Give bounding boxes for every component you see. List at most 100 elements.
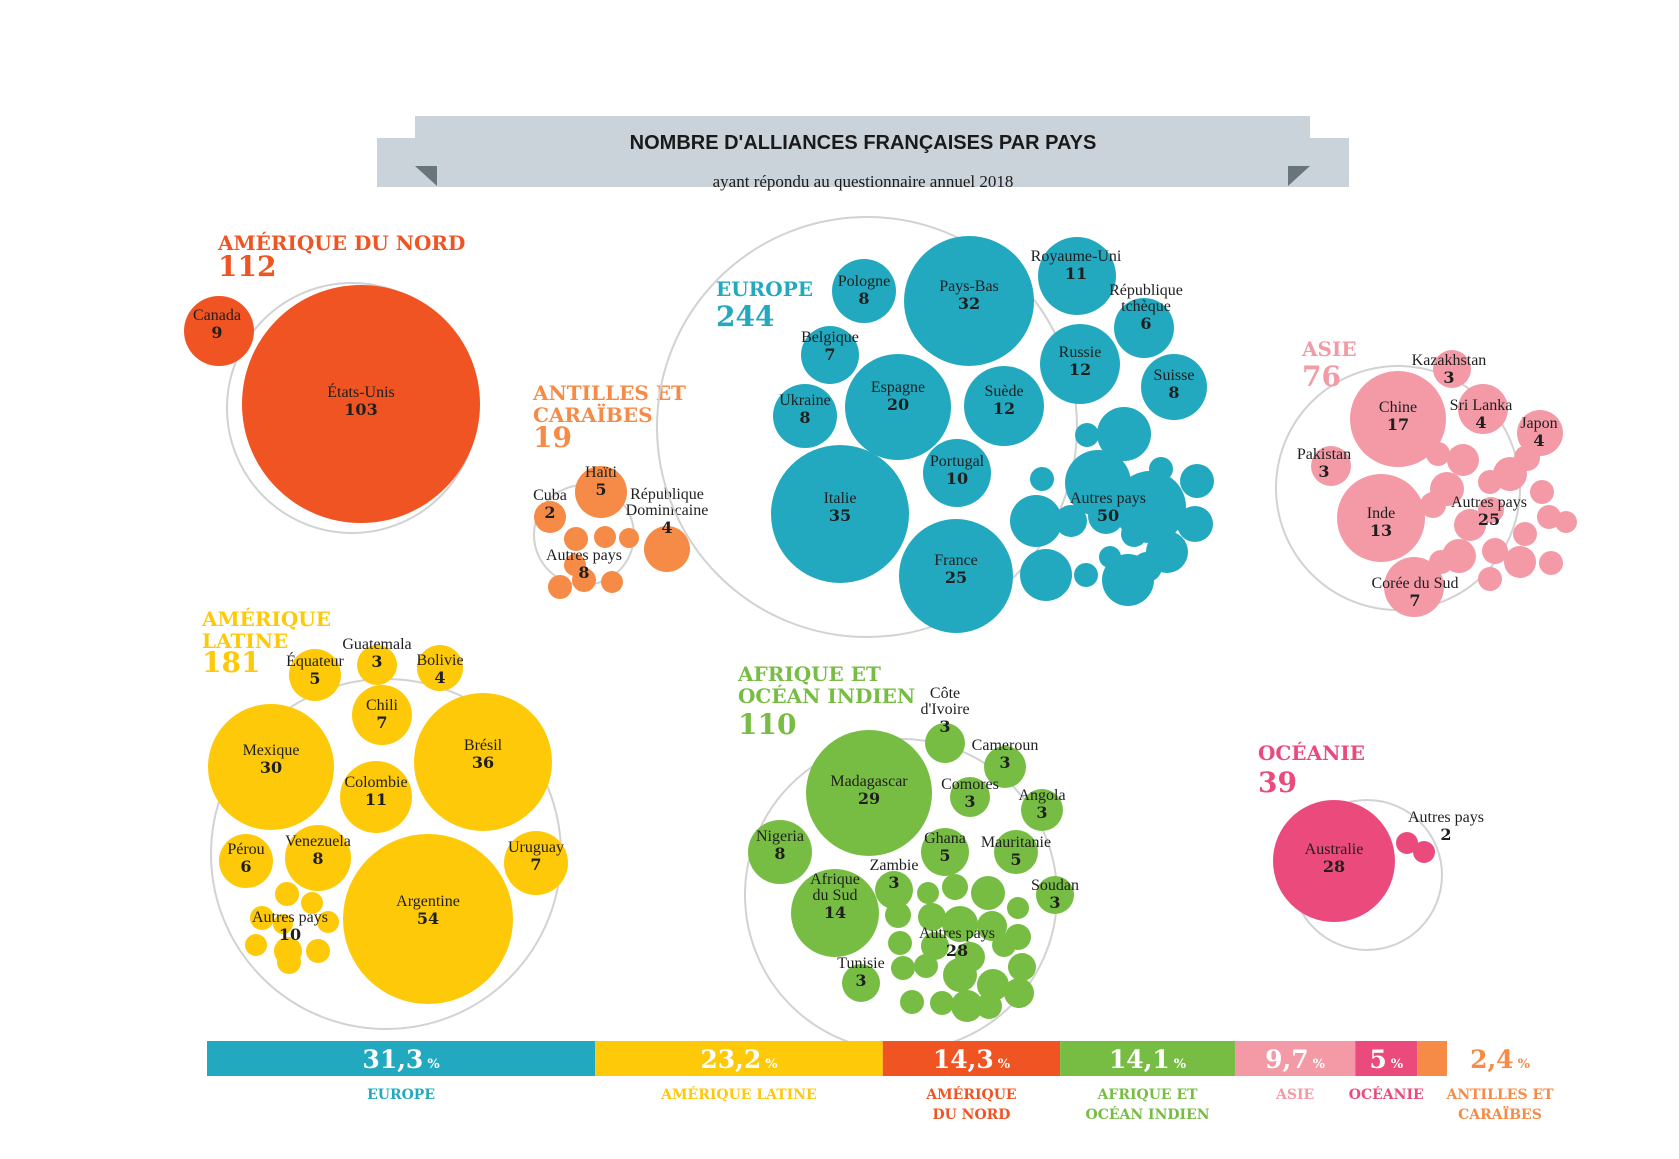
country-value: 2	[544, 503, 555, 522]
share-bar: 31,3 % EUROPE 23,2 % AMÉRIQUE LATINE 14,3 % AMÉR…	[207, 1041, 1554, 1123]
region-name: ANTILLES ET	[532, 381, 686, 405]
country-value: 36	[472, 753, 494, 772]
autres-pays-bubble	[921, 932, 949, 960]
bubble-argentine	[343, 834, 513, 1004]
share-bar-rect	[1355, 1041, 1418, 1076]
autres-pays-bubble	[977, 969, 1009, 1001]
bubble-republique-dominicaine	[644, 526, 690, 572]
autres-pays-bubble	[888, 931, 912, 955]
country-value: 7	[530, 855, 541, 874]
country-value: 6	[240, 857, 251, 876]
country-label: Guatemala	[342, 636, 411, 653]
country-label: Pakistan	[1297, 446, 1351, 463]
share-value: 14,3%	[933, 1045, 1011, 1074]
country-label: d'Ivoire	[920, 701, 969, 718]
region-name: AMÉRIQUE	[201, 607, 331, 631]
autres-pays-bubble	[301, 892, 323, 914]
country-label: Bolivie	[416, 652, 463, 669]
country-label: Argentine	[396, 893, 460, 910]
share-bar-rect	[1234, 1041, 1356, 1076]
autres-pays-bubble	[1177, 506, 1213, 542]
bubble-angola	[1021, 789, 1063, 831]
share-bar-rect	[595, 1041, 883, 1076]
bubble-nigeria	[748, 820, 812, 884]
bubble-guatemala	[357, 645, 397, 685]
country-value: 17	[1387, 415, 1409, 434]
country-label: Russie	[1059, 344, 1102, 361]
country-value: 3	[939, 717, 950, 736]
country-value: 29	[858, 789, 880, 808]
country-label: Haïti	[585, 464, 618, 481]
country-label: Japon	[1520, 415, 1557, 432]
bubble-cote-d-ivoire	[925, 723, 965, 763]
bubble-italie	[771, 445, 909, 583]
country-value: 4	[1475, 413, 1486, 432]
country-label: Sri Lanka	[1450, 397, 1513, 414]
country-label: République	[630, 486, 704, 503]
bubble-afrique-du-sud	[791, 869, 879, 957]
share-label: AMÉRIQUE	[925, 1085, 1016, 1103]
bubble-suisse	[1141, 354, 1207, 420]
bubble-madagascar	[806, 730, 932, 856]
autres-pays-bubble	[976, 993, 1002, 1019]
autres-pays-bubble	[250, 906, 274, 930]
autres-pays-bubble	[1530, 480, 1554, 504]
bubble-autres-pays	[1088, 498, 1124, 534]
autres-pays-bubble	[1004, 978, 1034, 1008]
bubble-portugal	[923, 439, 991, 507]
bubble-ghana	[921, 828, 969, 876]
country-label: Afrique	[810, 871, 860, 888]
bubble-belgique	[801, 326, 859, 384]
autres-pays-bubble	[942, 874, 968, 900]
country-value: 30	[260, 758, 282, 777]
bubble-perou	[219, 834, 273, 888]
country-value: 11	[1065, 264, 1087, 283]
autres-pays-bubble	[971, 876, 1005, 910]
region-name: OCÉAN INDIEN	[738, 684, 915, 708]
country-label: Cuba	[533, 487, 567, 504]
bubble-soudan	[1036, 876, 1074, 914]
autres-pays-bubble	[1008, 953, 1036, 981]
country-value: 7	[1409, 591, 1420, 610]
banner-front	[377, 138, 1349, 187]
autres-pays-bubble	[1020, 549, 1072, 601]
autres-pays-bubble	[1513, 522, 1537, 546]
country-label: tchèque	[1121, 298, 1171, 315]
country-value: 4	[1533, 431, 1544, 450]
bubble-ukraine	[773, 384, 837, 448]
bubble-zambie	[875, 871, 913, 909]
share-segment-amerique-nord: 14,3 % AMÉRIQUE DU NORD	[882, 1041, 1061, 1123]
autres-pays-bubble	[1075, 423, 1099, 447]
autres-pays-bubble	[1007, 897, 1029, 919]
bubble-republique-tcheque	[1114, 298, 1174, 358]
bubble-etats-unis	[242, 285, 480, 523]
bubble-canada	[184, 296, 254, 366]
bubble-autres-pays	[1478, 497, 1504, 523]
autres-pays-bubble	[951, 990, 983, 1022]
country-label: Portugal	[930, 453, 985, 470]
bubble-haiti	[575, 466, 627, 518]
share-bar-rect	[207, 1041, 596, 1076]
region-name: LATINE	[202, 629, 288, 653]
bubble-suede	[964, 366, 1044, 446]
bubble-colombie	[340, 761, 412, 833]
country-label: Chine	[1379, 399, 1417, 416]
autres-pays-bubble	[1010, 495, 1062, 547]
share-bar-rect	[882, 1041, 1061, 1076]
country-label: Cameroun	[972, 737, 1039, 754]
country-value: 3	[855, 971, 866, 990]
bubble-russie	[1040, 324, 1120, 404]
region-total: 181	[202, 646, 260, 679]
country-label: Inde	[1367, 505, 1395, 522]
autres-pays-bubble	[1005, 924, 1031, 950]
bubble-espagne	[845, 354, 951, 460]
autres-pays-bubble	[1555, 511, 1577, 533]
region-name: CARAÏBES	[533, 403, 653, 427]
share-bar-rect	[1060, 1041, 1235, 1076]
country-label: Australie	[1305, 841, 1364, 858]
country-label: Dominicaine	[626, 502, 709, 519]
